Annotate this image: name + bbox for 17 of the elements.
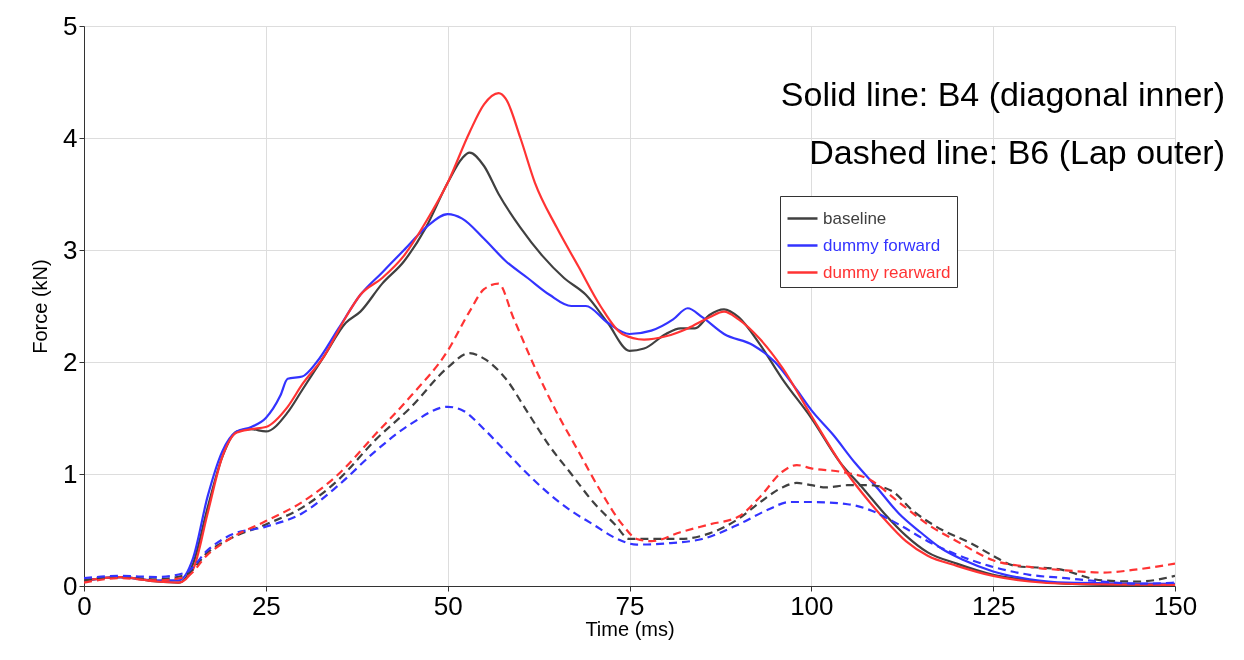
y-tick-label: 1 bbox=[63, 458, 78, 489]
y-tick-label: 4 bbox=[63, 122, 78, 153]
y-tick-label: 5 bbox=[63, 10, 78, 41]
annotation: Solid line: B4 (diagonal inner) bbox=[780, 75, 1225, 113]
y-axis-title: Force (kN) bbox=[29, 259, 52, 354]
legend-label: dummy rearward bbox=[823, 262, 951, 282]
legend-label: dummy forward bbox=[823, 235, 941, 255]
y-tick-label: 3 bbox=[63, 234, 78, 265]
x-tick-label: 50 bbox=[433, 590, 463, 621]
annotation: Dashed line: B6 (Lap outer) bbox=[809, 133, 1225, 171]
x-tick-label: 100 bbox=[790, 590, 834, 621]
x-tick-label: 150 bbox=[1153, 590, 1198, 621]
x-tick-label: 125 bbox=[971, 590, 1016, 621]
legend-label: baseline bbox=[823, 208, 887, 228]
y-tick-label: 0 bbox=[63, 570, 78, 601]
x-tick-label: 25 bbox=[251, 590, 281, 621]
y-tick-label: 2 bbox=[63, 346, 78, 377]
